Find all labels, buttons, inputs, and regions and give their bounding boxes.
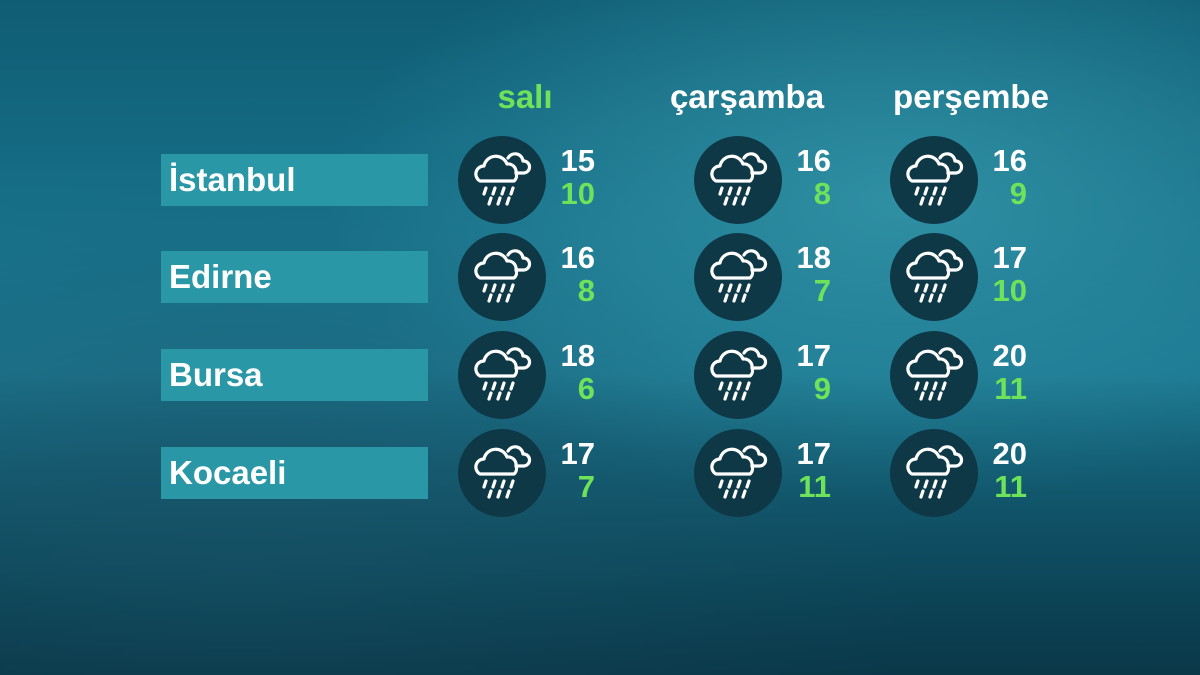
rain-cloud-icon	[694, 136, 782, 224]
low-temp: 11	[994, 371, 1027, 406]
high-temp: 16	[992, 143, 1027, 178]
temperature-pair: 20 11	[967, 437, 1027, 503]
city-label: Kocaeli	[161, 447, 428, 499]
rain-cloud-icon	[694, 233, 782, 321]
background-trees	[0, 375, 1200, 675]
high-temp: 17	[992, 240, 1027, 275]
high-temp: 17	[796, 436, 831, 471]
city-label: İstanbul	[161, 154, 428, 206]
rain-cloud-icon	[890, 331, 978, 419]
rain-cloud-icon	[890, 233, 978, 321]
city-label: Edirne	[161, 251, 428, 303]
rain-cloud-icon	[890, 136, 978, 224]
low-temp: 8	[813, 176, 831, 211]
rain-cloud-icon	[458, 136, 546, 224]
temperature-pair: 20 11	[967, 339, 1027, 405]
low-temp: 11	[994, 469, 1027, 504]
day-header: çarşamba	[669, 78, 825, 115]
high-temp: 17	[796, 338, 831, 373]
high-temp: 18	[796, 240, 831, 275]
low-temp: 9	[1009, 176, 1027, 211]
temperature-pair: 18 7	[771, 241, 831, 307]
temperature-pair: 16 9	[967, 144, 1027, 210]
temperature-pair: 17 11	[771, 437, 831, 503]
low-temp: 6	[577, 371, 595, 406]
rain-cloud-icon	[458, 429, 546, 517]
temperature-pair: 15 10	[535, 144, 595, 210]
low-temp: 7	[577, 469, 595, 504]
high-temp: 18	[560, 338, 595, 373]
high-temp: 17	[560, 436, 595, 471]
high-temp: 20	[992, 338, 1027, 373]
temperature-pair: 18 6	[535, 339, 595, 405]
rain-cloud-icon	[694, 331, 782, 419]
high-temp: 15	[560, 143, 595, 178]
low-temp: 10	[560, 176, 595, 211]
day-header: salı	[497, 78, 553, 115]
rain-cloud-icon	[890, 429, 978, 517]
high-temp: 16	[796, 143, 831, 178]
low-temp: 9	[813, 371, 831, 406]
low-temp: 7	[813, 273, 831, 308]
low-temp: 11	[798, 469, 831, 504]
rain-cloud-icon	[694, 429, 782, 517]
rain-cloud-icon	[458, 331, 546, 419]
rain-cloud-icon	[458, 233, 546, 321]
temperature-pair: 17 7	[535, 437, 595, 503]
low-temp: 8	[577, 273, 595, 308]
high-temp: 16	[560, 240, 595, 275]
city-label: Bursa	[161, 349, 428, 401]
temperature-pair: 16 8	[535, 241, 595, 307]
temperature-pair: 17 10	[967, 241, 1027, 307]
day-header: perşembe	[893, 78, 1049, 115]
low-temp: 10	[992, 273, 1027, 308]
high-temp: 20	[992, 436, 1027, 471]
temperature-pair: 16 8	[771, 144, 831, 210]
temperature-pair: 17 9	[771, 339, 831, 405]
